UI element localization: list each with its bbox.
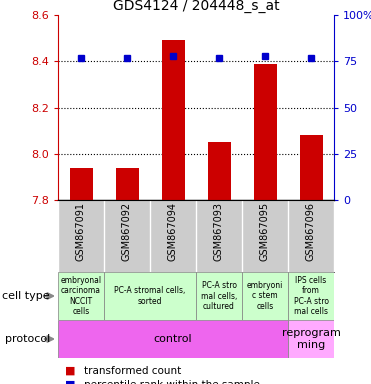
Text: GSM867093: GSM867093 xyxy=(214,202,224,261)
Bar xyxy=(242,272,288,320)
Bar xyxy=(288,272,334,320)
Bar xyxy=(242,200,288,272)
Text: embryonal
carcinoma
NCCIT
cells: embryonal carcinoma NCCIT cells xyxy=(60,276,102,316)
Text: ■: ■ xyxy=(65,366,76,376)
Text: GSM867094: GSM867094 xyxy=(168,202,178,261)
Bar xyxy=(115,168,138,200)
Text: PC-A stromal cells,
sorted: PC-A stromal cells, sorted xyxy=(114,286,186,306)
Text: percentile rank within the sample: percentile rank within the sample xyxy=(84,380,260,384)
Bar xyxy=(253,64,276,200)
Bar xyxy=(58,320,288,358)
Text: cell type: cell type xyxy=(2,291,50,301)
Text: control: control xyxy=(154,334,192,344)
Bar xyxy=(299,135,322,200)
Text: GSM867092: GSM867092 xyxy=(122,202,132,261)
Bar xyxy=(104,200,150,272)
Text: GSM867091: GSM867091 xyxy=(76,202,86,261)
Bar xyxy=(196,200,242,272)
Bar xyxy=(58,272,104,320)
Bar xyxy=(196,272,242,320)
Text: IPS cells
from
PC-A stro
mal cells: IPS cells from PC-A stro mal cells xyxy=(293,276,328,316)
Text: PC-A stro
mal cells,
cultured: PC-A stro mal cells, cultured xyxy=(201,281,237,311)
Text: reprogram
ming: reprogram ming xyxy=(282,328,341,350)
Bar xyxy=(207,142,230,200)
Bar xyxy=(150,200,196,272)
Bar xyxy=(58,200,104,272)
Text: embryoni
c stem
cells: embryoni c stem cells xyxy=(247,281,283,311)
Text: ■: ■ xyxy=(65,380,76,384)
Bar xyxy=(288,320,334,358)
Bar xyxy=(288,200,334,272)
Title: GDS4124 / 204448_s_at: GDS4124 / 204448_s_at xyxy=(113,0,279,13)
Text: protocol: protocol xyxy=(5,334,50,344)
Bar xyxy=(104,272,196,320)
Bar xyxy=(161,40,184,200)
Text: GSM867096: GSM867096 xyxy=(306,202,316,261)
Text: transformed count: transformed count xyxy=(84,366,181,376)
Bar xyxy=(69,168,92,200)
Text: GSM867095: GSM867095 xyxy=(260,202,270,261)
